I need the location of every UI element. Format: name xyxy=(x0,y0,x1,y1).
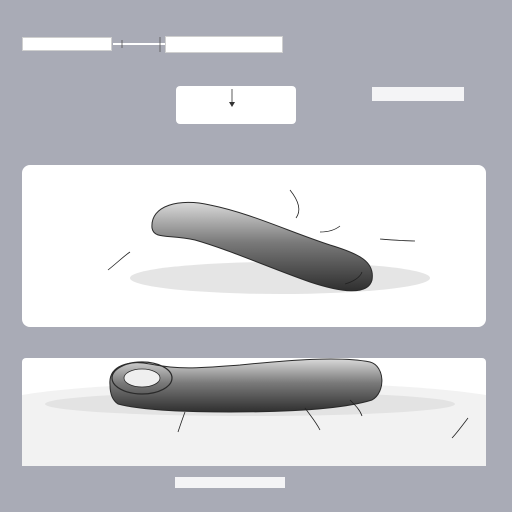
bottom-worm-body xyxy=(110,359,382,412)
figure-caption xyxy=(175,477,285,488)
